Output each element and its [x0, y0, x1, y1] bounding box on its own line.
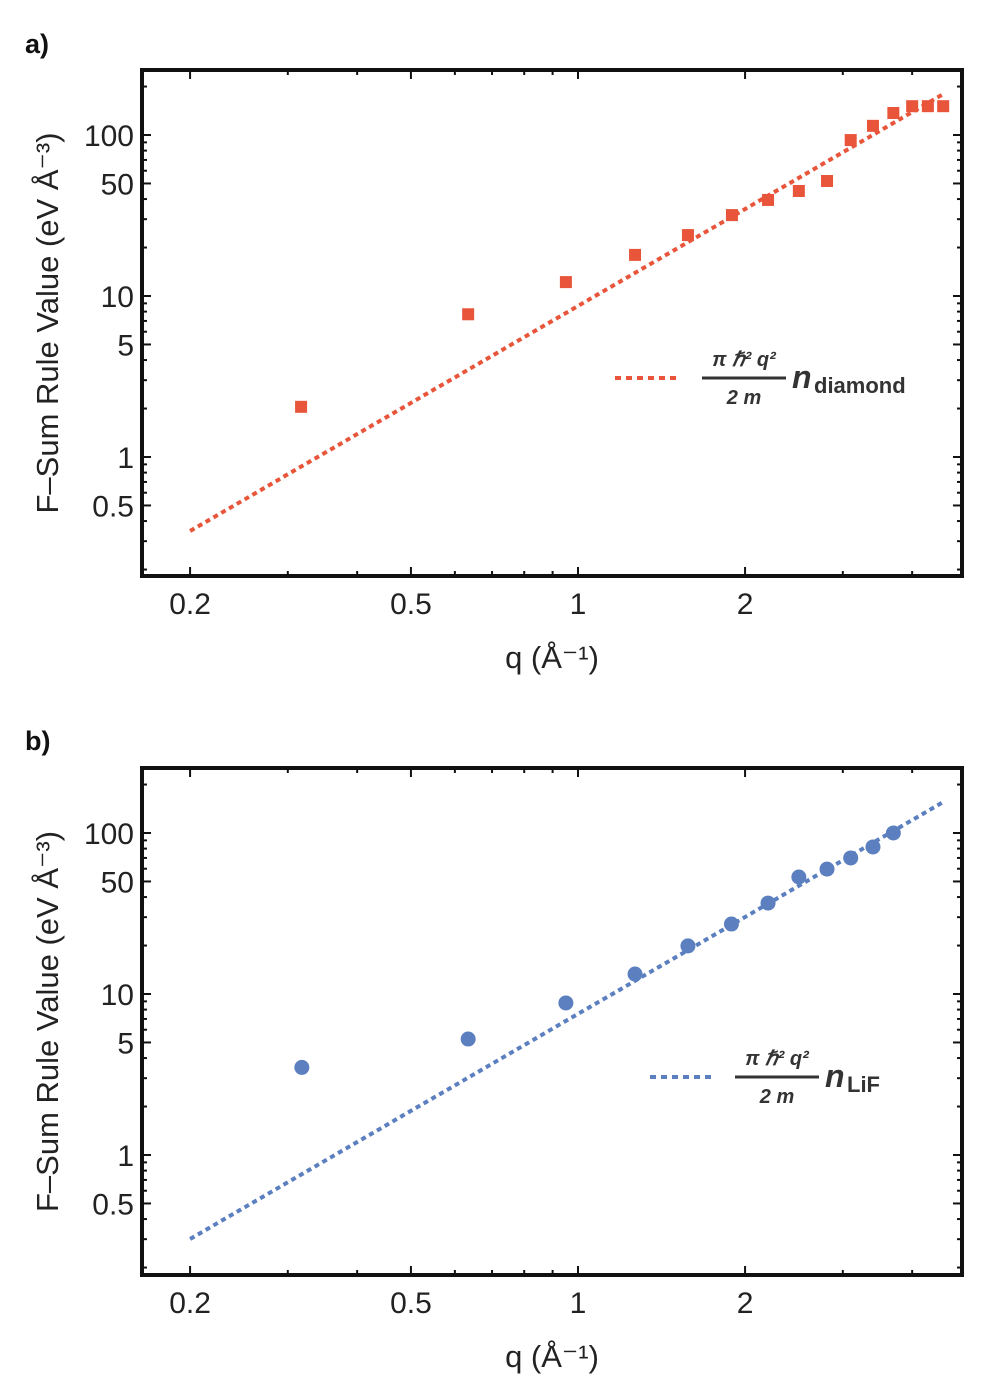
data-point [762, 193, 775, 206]
data-point [462, 308, 475, 321]
data-point [559, 276, 572, 289]
x-tick-label: 2 [737, 588, 754, 621]
data-point [921, 100, 934, 113]
legend-subscript: LiF [847, 1072, 880, 1097]
y-tick-label: 100 [84, 120, 134, 153]
legend-numerator: π ℏ² q² [745, 1048, 810, 1070]
tick-marks [142, 768, 962, 1275]
data-point [760, 895, 776, 911]
x-tick-label: 0.2 [169, 1287, 211, 1320]
x-tick-label: 0.5 [390, 1287, 432, 1320]
data-point [887, 106, 900, 119]
y-tick-label: 50 [101, 168, 134, 201]
legend-symbol: n [792, 359, 812, 395]
legend-subscript: diamond [814, 373, 906, 398]
data-point [680, 938, 696, 954]
plot-frame [140, 68, 964, 578]
legend-symbol: n [825, 1058, 845, 1094]
legend: π ℏ² q² 2 m n diamond [615, 349, 906, 409]
fit-line [189, 92, 945, 533]
x-axis-label: q (Å⁻¹) [505, 1339, 599, 1374]
legend-denominator: 2 m [726, 387, 761, 409]
y-tick-label: 100 [84, 818, 134, 851]
legend-numerator: π ℏ² q² [712, 349, 777, 371]
data-point [821, 174, 834, 187]
data-point [558, 995, 574, 1011]
data-point [843, 850, 859, 866]
data-point [294, 1059, 310, 1075]
y-tick-label: 50 [101, 866, 134, 899]
legend-denominator: 2 m [759, 1086, 794, 1108]
panel-label: a) [25, 29, 49, 59]
data-point [906, 100, 919, 113]
data-point [723, 916, 739, 932]
y-tick-label: 10 [101, 979, 134, 1012]
y-tick-label: 5 [117, 1027, 134, 1060]
data-point [681, 229, 694, 242]
data-point [791, 869, 807, 885]
data-point [629, 248, 642, 261]
legend: π ℏ² q² 2 m n LiF [650, 1048, 880, 1108]
panel-a: a) 0.2 0.5 1 2 0.5 1 5 10 50 100 q (Å⁻¹) F–Sum Rule … [25, 29, 964, 675]
data-point [627, 966, 643, 982]
x-tick-label: 2 [737, 1287, 754, 1320]
y-tick-label: 5 [117, 329, 134, 362]
x-tick-label: 1 [570, 1287, 587, 1320]
y-axis-label: F–Sum Rule Value (eV Å⁻³) [30, 831, 65, 1212]
data-point [295, 400, 308, 413]
y-tick-label: 0.5 [92, 490, 134, 523]
plot-frame [140, 766, 964, 1277]
data-point [819, 861, 835, 877]
data-point [725, 209, 738, 222]
data-point [460, 1031, 476, 1047]
fit-line [189, 800, 945, 1241]
y-tick-label: 1 [117, 1140, 134, 1173]
y-axis-label: F–Sum Rule Value (eV Å⁻³) [30, 132, 65, 513]
data-point [865, 839, 881, 855]
data-point [937, 100, 950, 113]
x-tick-label: 0.2 [169, 588, 211, 621]
data-point [866, 119, 879, 132]
panel-b: b) 0.2 0.5 1 2 0.5 1 5 10 50 100 q (Å⁻¹) F–Sum Rule … [25, 726, 964, 1374]
panel-label: b) [25, 726, 50, 756]
y-tick-label: 0.5 [92, 1188, 134, 1221]
y-tick-label: 1 [117, 442, 134, 475]
x-tick-label: 1 [570, 588, 587, 621]
data-point [885, 825, 901, 841]
x-axis-label: q (Å⁻¹) [505, 640, 599, 675]
y-tick-label: 10 [101, 281, 134, 314]
data-point [844, 134, 857, 147]
data-point [792, 184, 805, 197]
x-tick-label: 0.5 [390, 588, 432, 621]
